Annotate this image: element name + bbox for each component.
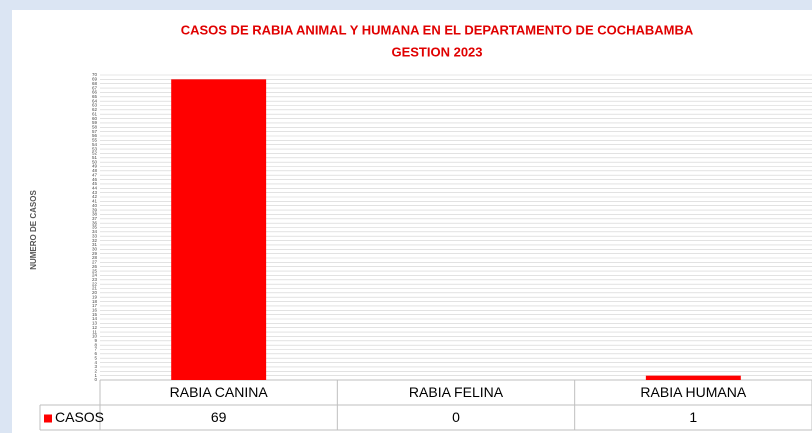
y-tick-label: 28: [92, 255, 98, 260]
y-tick-label: 50: [92, 159, 98, 164]
y-tick-label: 36: [92, 220, 98, 225]
y-tick-label: 64: [92, 98, 98, 103]
x-tick-label: RABIA HUMANA: [640, 384, 746, 400]
y-tick-label: 44: [92, 185, 98, 190]
y-tick-label: 51: [92, 155, 98, 160]
y-tick-label: 13: [92, 321, 98, 326]
y-tick-label: 20: [92, 290, 98, 295]
y-tick-label: 61: [92, 111, 98, 116]
table-value: 69: [211, 409, 227, 425]
y-tick-label: 41: [92, 199, 98, 204]
table-value: 0: [452, 409, 460, 425]
bar: [171, 79, 267, 380]
y-tick-label: 38: [92, 212, 98, 217]
y-tick-label: 11: [92, 329, 97, 334]
y-tick-label: 46: [92, 177, 98, 182]
y-tick-label: 67: [92, 85, 98, 90]
y-tick-label: 59: [92, 120, 98, 125]
y-tick-label: 55: [92, 138, 98, 143]
y-tick-label: 27: [92, 260, 98, 265]
y-tick-label: 2: [94, 368, 97, 373]
chart-title: CASOS DE RABIA ANIMAL Y HUMANA EN EL DEP…: [181, 22, 694, 37]
y-tick-label: 57: [92, 129, 98, 134]
y-tick-label: 35: [92, 225, 98, 230]
y-tick-label: 30: [92, 246, 98, 251]
y-tick-label: 43: [92, 190, 98, 195]
y-tick-label: 60: [92, 116, 98, 121]
y-tick-label: 23: [92, 277, 98, 282]
y-tick-label: 26: [92, 264, 98, 269]
x-tick-label: RABIA CANINA: [170, 384, 269, 400]
y-tick-label: 4: [94, 360, 97, 365]
y-tick-label: 63: [92, 103, 98, 108]
y-tick-label: 58: [92, 124, 98, 129]
y-tick-label: 6: [94, 351, 97, 356]
y-tick-label: 47: [92, 172, 98, 177]
y-tick-label: 16: [92, 307, 98, 312]
y-axis-label: NUMERO DE CASOS: [29, 190, 38, 270]
y-tick-label: 68: [92, 81, 98, 86]
y-tick-label: 56: [92, 133, 98, 138]
y-tick-label: 18: [92, 299, 98, 304]
y-tick-label: 21: [92, 286, 98, 291]
y-tick-label: 39: [92, 207, 98, 212]
y-tick-label: 22: [92, 281, 98, 286]
y-tick-label: 5: [94, 355, 97, 360]
y-tick-label: 37: [92, 216, 98, 221]
y-tick-label: 19: [92, 294, 98, 299]
y-tick-label: 70: [92, 72, 98, 77]
y-tick-label: 45: [92, 181, 98, 186]
y-tick-label: 7: [94, 347, 97, 352]
y-tick-label: 17: [92, 303, 98, 308]
y-tick-label: 1: [94, 373, 97, 378]
y-tick-label: 34: [92, 229, 98, 234]
y-tick-label: 3: [94, 364, 97, 369]
bar: [645, 375, 741, 380]
y-tick-label: 32: [92, 238, 98, 243]
y-tick-label: 15: [92, 312, 98, 317]
y-tick-label: 10: [92, 334, 98, 339]
y-tick-label: 24: [92, 273, 98, 278]
y-tick-label: 14: [92, 316, 98, 321]
chart-area: [12, 10, 812, 433]
y-tick-label: 69: [92, 77, 98, 82]
legend-label: CASOS: [55, 409, 104, 425]
y-tick-label: 62: [92, 107, 98, 112]
y-tick-label: 52: [92, 151, 98, 156]
y-tick-label: 66: [92, 90, 98, 95]
y-tick-label: 31: [92, 242, 98, 247]
y-tick-label: 25: [92, 268, 98, 273]
y-tick-label: 29: [92, 251, 98, 256]
y-tick-label: 33: [92, 233, 98, 238]
y-tick-label: 48: [92, 168, 98, 173]
y-tick-label: 9: [94, 338, 97, 343]
y-tick-label: 8: [94, 342, 97, 347]
y-tick-label: 40: [92, 203, 98, 208]
table-value: 1: [689, 409, 697, 425]
y-tick-label: 49: [92, 164, 98, 169]
y-tick-label: 54: [92, 142, 98, 147]
y-tick-label: 12: [92, 325, 98, 330]
y-tick-label: 53: [92, 146, 98, 151]
y-tick-label: 0: [94, 377, 97, 382]
x-tick-label: RABIA FELINA: [409, 384, 504, 400]
y-tick-label: 42: [92, 194, 98, 199]
legend-key: [44, 414, 52, 423]
y-tick-label: 65: [92, 94, 98, 99]
chart-title: GESTION 2023: [391, 44, 482, 59]
